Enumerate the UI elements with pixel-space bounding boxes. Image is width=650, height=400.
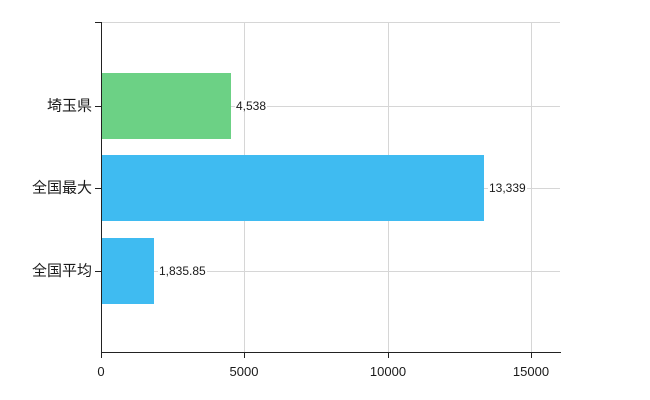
y-axis-top-tick: [95, 22, 101, 23]
gridline-horizontal: [101, 271, 560, 272]
x-tick-label: 5000: [229, 364, 259, 379]
bar-saitama: [102, 73, 231, 139]
plot-top-gridline: [101, 22, 560, 23]
x-axis-tick: [101, 352, 102, 358]
x-tick-label: 15000: [512, 364, 550, 379]
bar-national-max: [102, 155, 484, 221]
x-tick-label: 0: [97, 364, 105, 379]
y-axis-line: [101, 22, 102, 353]
bar-national-average: [102, 238, 154, 304]
x-tick-label: 10000: [369, 364, 407, 379]
category-label: 全国平均: [31, 262, 92, 279]
value-label: 13,339: [488, 181, 527, 195]
x-axis-tick: [531, 352, 532, 358]
y-axis-category-tick: [95, 106, 101, 107]
x-axis-tick: [244, 352, 245, 358]
gridline-horizontal: [101, 106, 560, 107]
value-label: 1,835.85: [158, 263, 207, 278]
category-label: 埼玉県: [46, 97, 92, 114]
x-axis-line: [101, 352, 561, 353]
category-label: 全国最大: [31, 179, 92, 197]
gridline-vertical: [531, 22, 532, 352]
y-axis-category-tick: [95, 271, 101, 272]
y-axis-category-tick: [95, 188, 101, 189]
value-label: 4,538: [235, 98, 268, 113]
x-axis-tick: [388, 352, 389, 358]
